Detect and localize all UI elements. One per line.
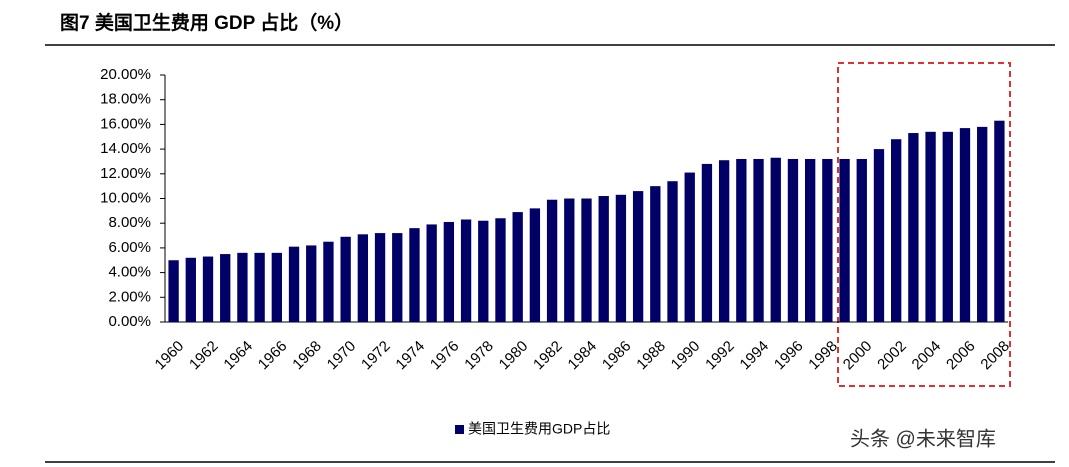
y-tick-label: 18.00%: [100, 91, 151, 108]
bar: [598, 196, 609, 322]
bar: [753, 158, 764, 322]
bar: [701, 163, 713, 322]
x-tick-label: 1964: [220, 338, 256, 374]
watermark: 头条 @未来智库: [850, 427, 996, 450]
bar: [942, 131, 953, 322]
y-tick-label: 8.00%: [108, 214, 151, 231]
bar: [977, 126, 988, 323]
bar: [185, 257, 196, 322]
x-tick-label: 1968: [289, 338, 325, 374]
bar: [994, 120, 1005, 322]
x-tick-label: 1994: [737, 338, 773, 374]
bar: [460, 219, 472, 322]
x-tick-label: 1962: [186, 338, 222, 374]
bar: [564, 198, 575, 322]
x-tick-label: 1986: [599, 338, 635, 374]
highlight-box: [837, 62, 1011, 387]
x-tick-label: 1988: [633, 338, 669, 374]
bar: [615, 194, 627, 322]
x-tick-label: 2006: [943, 338, 979, 374]
bar: [426, 224, 437, 322]
bar: [254, 252, 265, 322]
bar: [168, 260, 179, 322]
x-tick-label: 2008: [977, 338, 1013, 374]
x-tick-label: 1972: [358, 338, 394, 374]
bar: [443, 221, 455, 322]
y-tick-label: 14.00%: [100, 140, 151, 157]
x-tick-label: 1992: [702, 338, 738, 374]
bar: [409, 228, 420, 322]
x-tick-label: 1966: [255, 338, 291, 374]
bar: [736, 158, 747, 322]
x-tick-label: 1982: [530, 338, 566, 374]
bar: [529, 208, 541, 322]
bar: [787, 158, 799, 322]
bar: [581, 198, 592, 322]
bar: [271, 252, 282, 322]
bar: [323, 241, 334, 322]
bar: [684, 172, 695, 322]
y-tick-label: 4.00%: [108, 264, 151, 281]
y-tick-label: 20.00%: [100, 66, 151, 83]
x-tick-label: 1970: [324, 338, 360, 374]
x-tick-label: 1976: [427, 338, 463, 374]
legend-swatch: [455, 425, 464, 434]
bar: [546, 199, 558, 322]
x-tick-label: 1974: [392, 338, 428, 374]
bar: [908, 133, 919, 322]
bar: [822, 158, 833, 322]
bar: [925, 131, 936, 322]
bar: [632, 191, 644, 322]
legend-label: 美国卫生费用GDP占比: [468, 421, 610, 437]
bar: [891, 139, 902, 322]
y-tick-label: 2.00%: [108, 288, 151, 305]
bar: [650, 186, 661, 322]
bar: [512, 212, 523, 322]
bar: [667, 181, 678, 322]
bar: [804, 158, 816, 322]
bar: [856, 158, 867, 322]
x-tick-label: 2002: [874, 338, 910, 374]
y-tick-label: 10.00%: [100, 189, 151, 206]
x-tick-label: 2004: [909, 338, 945, 374]
bar: [495, 218, 506, 322]
bar: [392, 233, 403, 322]
y-tick-label: 6.00%: [108, 239, 151, 256]
x-tick-label: 1990: [668, 338, 704, 374]
x-tick-label: 1998: [805, 338, 841, 374]
x-tick-label: 1978: [461, 338, 497, 374]
bar: [770, 157, 781, 322]
bar: [340, 236, 351, 322]
x-tick-label: 1980: [496, 338, 532, 374]
bar: [202, 256, 214, 322]
bar: [718, 160, 730, 322]
bar: [873, 149, 885, 322]
bar: [959, 128, 971, 322]
bar: [374, 233, 386, 322]
bar: [220, 254, 231, 322]
bar: [839, 158, 850, 322]
x-tick-label: 1984: [565, 338, 601, 374]
y-tick-label: 0.00%: [108, 313, 151, 330]
bar: [306, 245, 317, 322]
x-tick-label: 1996: [771, 338, 807, 374]
x-tick-label: 2000: [840, 338, 876, 374]
y-tick-label: 16.00%: [100, 115, 151, 132]
chart-title: 图7 美国卫生费用 GDP 占比（%）: [60, 11, 353, 34]
x-tick-label: 1960: [152, 338, 188, 374]
bar: [357, 234, 369, 322]
bar: [288, 246, 300, 322]
y-tick-label: 12.00%: [100, 165, 151, 182]
bar: [478, 220, 489, 322]
bar: [237, 252, 248, 322]
